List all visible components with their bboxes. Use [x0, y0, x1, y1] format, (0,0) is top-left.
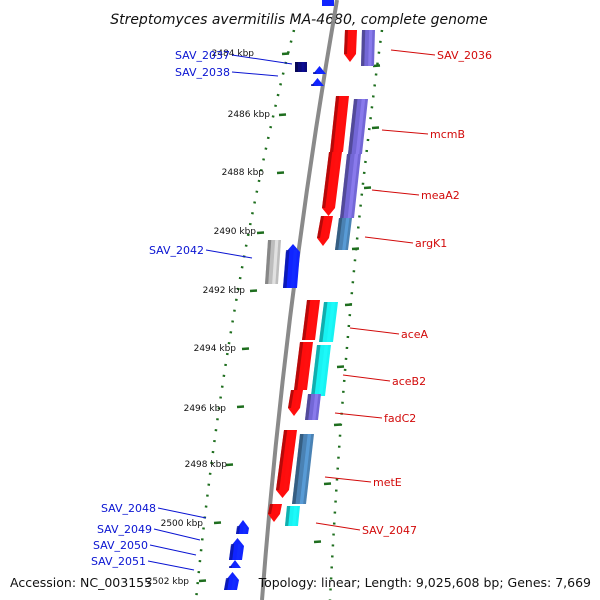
- gene-label-argk1: argK1: [415, 237, 447, 250]
- gene-label-sav-2037: SAV_2037: [175, 49, 230, 62]
- outer-tick-mark: [371, 126, 380, 130]
- gene-label-sav-2051: SAV_2051: [91, 555, 146, 568]
- cog-block-fadc2: [305, 394, 321, 420]
- tick-mark: [281, 52, 290, 56]
- cog-block-aceb2: [311, 345, 331, 396]
- gene-block-sav-2036: [344, 30, 357, 62]
- gene-block-aceb2: [294, 342, 313, 390]
- outer-tick-mark: [333, 423, 342, 427]
- leader-line: [205, 249, 253, 259]
- leader-line: [147, 560, 195, 571]
- accession-text: Accession: NC_003155: [10, 575, 152, 590]
- gene-block-fadc2: [288, 390, 303, 416]
- tick-mark: [198, 579, 207, 583]
- gene-label-sav-2049: SAV_2049: [97, 523, 152, 536]
- map-title: Streptomyces avermitilis MA-4680, comple…: [110, 12, 488, 28]
- gene-block-sav-2047: [268, 504, 282, 522]
- outer-tick-mark: [336, 365, 345, 369]
- tick-label: 2494 kbp: [194, 344, 237, 354]
- tick-label: 2492 kbp: [203, 286, 246, 296]
- tick-label: 2498 kbp: [185, 460, 228, 470]
- gene-label-sav-2048: SAV_2048: [101, 502, 156, 515]
- genes-layer: [224, 30, 375, 590]
- ticks-layer: 2484 kbp 2486 kbp 2488 kbp 2490 kbp 2492 kbp…: [147, 49, 381, 587]
- cog-block-mcmb: [348, 99, 368, 154]
- gene-label-sav-2038: SAV_2038: [175, 66, 230, 79]
- gene-block-mcmb: [330, 96, 349, 152]
- leader-line: [315, 522, 361, 531]
- leader-line: [231, 54, 293, 65]
- gene-block-sav-2038: [313, 66, 326, 74]
- cog-block-argk1: [335, 218, 352, 250]
- tick-mark: [225, 463, 234, 467]
- summary-text: Topology: linear; Length: 9,025,608 bp; …: [258, 575, 591, 590]
- tick-label: 2490 kbp: [214, 227, 257, 237]
- leader-line: [334, 412, 383, 419]
- tick-label: 2502 kbp: [147, 577, 190, 587]
- cog-block-meaa2: [340, 154, 361, 218]
- tick-mark: [241, 347, 250, 351]
- tick-label: 2496 kbp: [184, 404, 227, 414]
- gene-label-sav-2036: SAV_2036: [437, 49, 492, 62]
- cog-block-sav-2036: [361, 30, 375, 66]
- gene-label-meaa2: meaA2: [421, 189, 460, 202]
- gene-label-fadc2: fadC2: [384, 412, 416, 425]
- tick-mark: [213, 521, 222, 525]
- outer-tick-mark: [323, 482, 332, 486]
- leader-line: [371, 189, 420, 196]
- leader-line: [381, 129, 429, 135]
- labels-layer: SAV_2037 SAV_2038 SAV_2042 SAV_2048 SAV_2049…: [91, 49, 492, 571]
- outer-tick-mark: [351, 247, 360, 251]
- leader-line: [390, 49, 436, 56]
- outer-tick-mark: [344, 303, 353, 307]
- gene-block-sav-2042: [283, 244, 300, 288]
- tick-label: 2484 kbp: [212, 49, 255, 59]
- gene-block-meaa2: [322, 152, 342, 216]
- tick-mark: [256, 231, 265, 235]
- leader-line: [364, 236, 414, 244]
- leader-line: [149, 544, 197, 556]
- gene-block-sav-2050: [229, 560, 241, 568]
- outer-tick-mark: [363, 186, 372, 190]
- gene-block-sav-2038b: [311, 78, 324, 86]
- leader-line: [153, 528, 201, 541]
- top-gene-block: [322, 0, 334, 6]
- tick-label: 2486 kbp: [228, 110, 271, 120]
- outer-tick-mark: [372, 64, 381, 68]
- gene-block-sav-2037: [295, 62, 307, 72]
- gene-label-sav-2042: SAV_2042: [149, 244, 204, 257]
- outer-tick-mark: [313, 540, 322, 544]
- gene-block-acea: [302, 300, 320, 340]
- tick-mark: [236, 405, 245, 409]
- tick-mark: [249, 289, 258, 293]
- gene-label-aceb2: aceB2: [392, 375, 426, 388]
- gene-label-acea: aceA: [401, 328, 429, 341]
- tick-label: 2500 kbp: [161, 519, 204, 529]
- leader-line: [324, 476, 372, 483]
- tick-mark: [276, 171, 285, 175]
- gene-block-sav-2051: [224, 572, 239, 590]
- leader-line: [349, 327, 400, 335]
- cog-block-sav-2047: [285, 506, 300, 526]
- leader-line: [157, 507, 207, 519]
- gene-block-sav-2048: [236, 520, 249, 534]
- cog-block-mete: [292, 434, 314, 504]
- gene-label-sav-2050: SAV_2050: [93, 539, 148, 552]
- leader-line: [342, 374, 391, 382]
- inner-ruler: [194, 29, 296, 600]
- gene-label-mcmb: mcmB: [430, 128, 465, 141]
- gene-block-sav-2049: [229, 538, 244, 560]
- leader-line: [231, 71, 279, 77]
- tick-mark: [278, 113, 287, 117]
- tick-label: 2488 kbp: [222, 168, 265, 178]
- gene-block-mete: [276, 430, 297, 498]
- gene-block-argk1: [317, 216, 333, 246]
- gene-label-mete: metE: [373, 476, 402, 489]
- gene-block-sav-2042-grey: [265, 240, 281, 284]
- cog-block-acea: [319, 302, 338, 342]
- backbone: [260, 0, 339, 600]
- gene-label-sav-2047: SAV_2047: [362, 524, 417, 537]
